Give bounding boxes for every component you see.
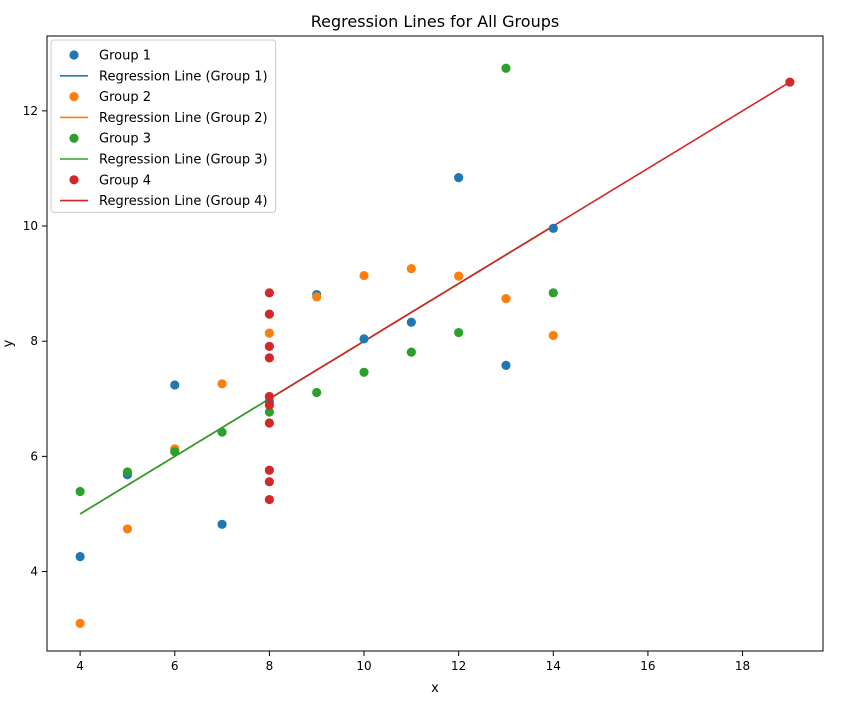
x-tick-label: 8	[266, 659, 274, 673]
data-point	[264, 400, 274, 410]
legend-marker	[69, 133, 79, 143]
y-tick-label: 10	[23, 219, 38, 233]
data-point	[406, 264, 416, 274]
data-point	[406, 347, 416, 357]
legend-label: Group 2	[99, 90, 151, 105]
legend-entry: Regression Line (Group 4)	[60, 194, 268, 209]
group-4-points	[264, 77, 795, 505]
data-point	[264, 494, 274, 505]
legend-entry: Regression Line (Group 1)	[60, 69, 268, 84]
legend-label: Regression Line (Group 1)	[99, 69, 268, 84]
data-point	[122, 524, 133, 534]
data-point	[454, 271, 464, 281]
data-point	[454, 173, 464, 183]
data-point	[264, 288, 274, 298]
group-4-regression-line	[268, 81, 791, 400]
x-axis-label: x	[431, 681, 439, 696]
legend-box	[50, 39, 277, 213]
data-point	[359, 270, 369, 281]
chart-title: Regression Lines for All Groups	[311, 12, 559, 31]
data-point	[454, 327, 464, 338]
data-point	[264, 328, 274, 338]
legend-marker	[69, 175, 79, 185]
data-point	[264, 407, 274, 417]
y-axis-label: y	[1, 339, 16, 347]
data-point	[264, 418, 274, 428]
data-point	[217, 379, 227, 389]
group-3-points	[75, 63, 558, 497]
x-tick-label: 16	[640, 659, 655, 673]
data-point	[501, 63, 511, 73]
data-point	[170, 380, 180, 390]
y-axis: 4 6 8 10 12	[23, 104, 47, 579]
data-point	[548, 288, 558, 298]
data-point	[312, 292, 322, 302]
data-point	[122, 467, 133, 477]
y-tick-label: 12	[23, 104, 38, 118]
data-point	[217, 519, 227, 529]
legend-entry: Group 4	[69, 173, 151, 188]
y-tick-label: 6	[30, 449, 38, 463]
data-points	[75, 63, 795, 628]
legend-label: Group 4	[99, 173, 151, 188]
x-tick-label: 18	[735, 659, 750, 673]
data-point	[406, 317, 416, 327]
legend-entries: Group 1 Regression Line (Group 1) Group 2 R…	[60, 49, 268, 209]
legend-label: Regression Line (Group 4)	[99, 194, 268, 209]
x-tick-label: 4	[76, 659, 84, 673]
x-tick-label: 12	[451, 659, 466, 673]
data-point	[312, 387, 322, 398]
x-tick-label: 14	[546, 659, 561, 673]
data-point	[75, 486, 85, 497]
data-point	[170, 447, 180, 457]
legend-label: Regression Line (Group 3)	[99, 153, 268, 168]
legend-marker	[69, 92, 79, 102]
legend-marker	[69, 50, 79, 60]
data-point	[217, 427, 227, 437]
data-point	[75, 551, 85, 562]
data-point	[75, 618, 85, 628]
legend: Group 1 Regression Line (Group 1) Group 2 R…	[50, 39, 277, 213]
x-axis: 4 6 8 10 12 14 16 18	[76, 651, 750, 673]
data-point	[264, 341, 274, 351]
data-point	[359, 367, 369, 377]
regression-lines	[79, 81, 791, 515]
data-point	[548, 330, 558, 341]
data-point	[501, 293, 511, 304]
y-tick-label: 8	[30, 334, 38, 348]
data-point	[501, 360, 511, 370]
legend-label: Regression Line (Group 2)	[99, 111, 268, 126]
legend-entry: Regression Line (Group 2)	[60, 111, 268, 126]
group-2-points	[75, 264, 558, 628]
x-tick-label: 6	[171, 659, 179, 673]
x-tick-label: 10	[356, 659, 371, 673]
data-point	[264, 309, 274, 319]
data-point	[264, 353, 274, 363]
y-tick-label: 4	[30, 565, 38, 579]
data-point	[264, 477, 274, 487]
legend-label: Group 1	[99, 49, 151, 64]
data-point	[548, 223, 558, 233]
data-point	[264, 391, 274, 402]
data-point	[785, 77, 795, 87]
plot-border	[46, 35, 824, 652]
data-point	[264, 465, 274, 475]
legend-label: Group 3	[99, 132, 151, 147]
legend-entry: Group 2	[69, 90, 151, 105]
legend-entry: Group 3	[69, 132, 151, 147]
legend-entry: Regression Line (Group 3)	[60, 153, 268, 168]
data-point	[359, 334, 369, 344]
legend-entry: Group 1	[69, 49, 151, 64]
